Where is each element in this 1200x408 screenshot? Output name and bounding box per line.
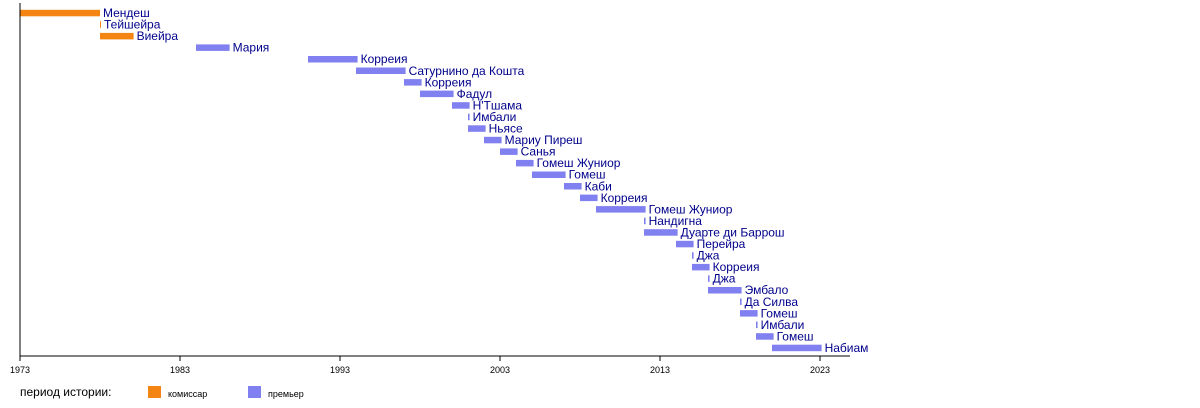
term-label: Виейра bbox=[137, 29, 179, 43]
term-label: Гомеш bbox=[761, 306, 798, 320]
term-bar bbox=[596, 206, 646, 213]
term-label: Корреия bbox=[361, 52, 408, 66]
term-bar bbox=[708, 275, 710, 282]
term-bar bbox=[468, 125, 486, 132]
term-label: Санья bbox=[521, 145, 556, 159]
term-label: Имбали bbox=[473, 110, 517, 124]
legend-label: комиссар bbox=[168, 389, 207, 399]
term-bar bbox=[772, 344, 822, 352]
x-tick-label: 2023 bbox=[810, 365, 830, 375]
term-label: Дуарте ди Баррош bbox=[681, 226, 785, 240]
term-bar bbox=[196, 44, 230, 51]
term-bar bbox=[20, 9, 100, 17]
term-label: Корреия bbox=[425, 75, 472, 89]
term-bar bbox=[100, 21, 101, 28]
term-bar bbox=[356, 67, 406, 74]
term-label: Гомеш Жуниор bbox=[649, 202, 733, 216]
legend-label: премьер bbox=[268, 389, 304, 399]
term-bar bbox=[484, 136, 502, 144]
term-label: Перейра bbox=[697, 237, 746, 251]
term-bar bbox=[740, 298, 742, 305]
term-label: Тейшейра bbox=[104, 18, 161, 32]
term-bar bbox=[644, 217, 646, 225]
term-bar bbox=[756, 321, 758, 329]
term-bar bbox=[308, 56, 358, 63]
term-label: Джа bbox=[713, 272, 736, 286]
legend-items: комиссар премьер bbox=[148, 386, 304, 399]
term-label: Ньясе bbox=[489, 122, 523, 136]
term-bar bbox=[532, 171, 566, 178]
x-tick-label: 1973 bbox=[10, 365, 30, 375]
term-label: Фадул bbox=[457, 87, 493, 101]
term-label: Гомеш bbox=[569, 168, 606, 182]
term-bar bbox=[100, 32, 134, 40]
term-bar bbox=[756, 333, 774, 340]
legend: период истории: комиссар премьер bbox=[20, 385, 304, 399]
x-tick-label: 1993 bbox=[330, 365, 350, 375]
term-bar bbox=[692, 252, 694, 259]
term-bar bbox=[740, 310, 758, 317]
term-bar bbox=[420, 90, 454, 98]
term-label: Гомеш bbox=[777, 329, 814, 343]
term-label: Мариу Пиреш bbox=[505, 133, 583, 147]
term-label: Корреия bbox=[601, 191, 648, 205]
term-bar bbox=[644, 229, 678, 236]
labels-layer: МендешТейшейраВиейраМарияКорреияСатурнин… bbox=[103, 6, 868, 355]
term-label: Имбали bbox=[761, 318, 805, 332]
x-tick-label: 2003 bbox=[490, 365, 510, 375]
term-bar bbox=[452, 102, 470, 109]
term-bar bbox=[468, 113, 470, 121]
bars-layer bbox=[20, 9, 822, 352]
term-bar bbox=[708, 287, 742, 294]
term-bar bbox=[692, 263, 710, 271]
term-label: Джа bbox=[697, 249, 720, 263]
x-tick-label: 1983 bbox=[170, 365, 190, 375]
term-label: Да Силва bbox=[745, 295, 799, 309]
term-label: Эмбало bbox=[745, 283, 789, 297]
term-bar bbox=[564, 183, 582, 190]
term-label: Гомеш Жуниор bbox=[537, 156, 621, 170]
term-label: Каби bbox=[585, 179, 612, 193]
x-axis-ticks: 1973 1983 1993 2003 2013 2023 bbox=[10, 356, 830, 375]
term-bar bbox=[676, 240, 694, 248]
legend-swatch bbox=[248, 386, 261, 398]
term-label: Мендеш bbox=[103, 6, 150, 20]
term-label: Сатурнино да Кошта bbox=[409, 64, 525, 78]
term-label: Корреия bbox=[713, 260, 760, 274]
legend-swatch bbox=[148, 386, 161, 398]
term-bar bbox=[404, 79, 422, 86]
term-bar bbox=[500, 148, 518, 155]
term-label: Мария bbox=[233, 41, 270, 55]
term-label: Нандигна bbox=[649, 214, 703, 228]
term-bar bbox=[580, 194, 598, 202]
term-bar bbox=[516, 159, 534, 167]
legend-title: период истории: bbox=[20, 385, 111, 399]
term-label: Набиам bbox=[825, 341, 869, 355]
term-label: Н'Тшама bbox=[473, 98, 523, 112]
x-tick-label: 2013 bbox=[650, 365, 670, 375]
